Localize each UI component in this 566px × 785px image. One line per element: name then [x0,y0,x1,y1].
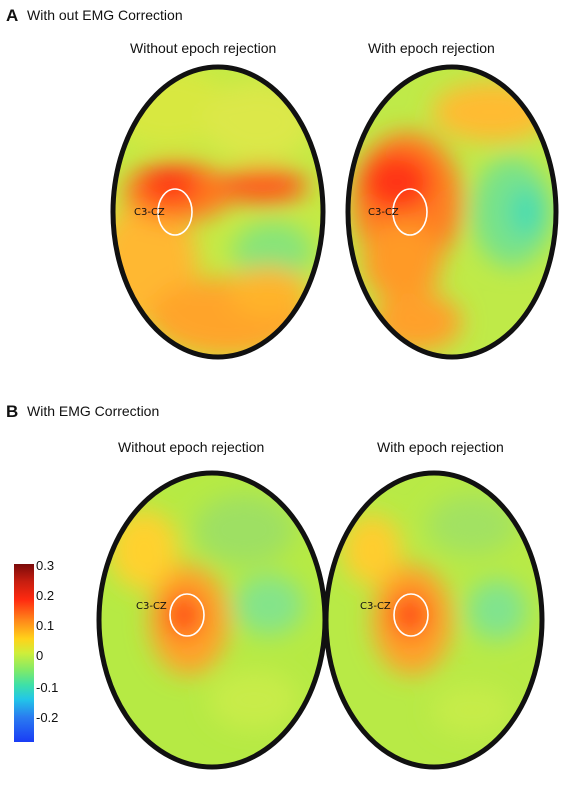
colorbar-gradient [14,564,34,742]
roi-label: C3-CZ [360,601,391,612]
head-outline [110,64,326,360]
colorbar-tick: -0.2 [36,710,59,725]
roi-circle [157,188,193,236]
panel-b-right-caption: With epoch rejection [377,439,504,455]
panel-a-letter: A [6,6,19,25]
colorbar: 0.3 0.2 0.1 0 -0.1 -0.2 [14,558,74,744]
panel-a-title: With out EMG Correction [27,7,183,23]
topomap-a-with-rejection: C3-CZ [345,64,559,360]
head-outline [345,64,559,360]
roi-label: C3-CZ [136,601,167,612]
topomap-b-with-rejection: C3-CZ [323,470,545,770]
panel-a-left-caption: Without epoch rejection [130,40,277,56]
panel-b-left-caption: Without epoch rejection [118,439,265,455]
roi-circle [393,593,429,637]
colorbar-tick: 0.2 [36,588,55,603]
panel-b-letter: B [6,402,19,421]
colorbar-tick: 0.3 [36,558,55,573]
roi-circle [169,593,205,637]
topomap-b-without-rejection: C3-CZ [96,470,328,770]
panel-a-right-caption: With epoch rejection [368,40,495,56]
panel-b-title: With EMG Correction [27,403,160,419]
colorbar-tick: 0.1 [36,618,55,633]
roi-label: C3-CZ [368,207,399,218]
head-outline [323,470,545,770]
roi-label: C3-CZ [134,207,165,218]
roi-circle [392,188,428,236]
topomap-a-without-rejection: C3-CZ [110,64,326,360]
colorbar-tick: 0 [36,648,44,663]
colorbar-tick: -0.1 [36,680,59,695]
